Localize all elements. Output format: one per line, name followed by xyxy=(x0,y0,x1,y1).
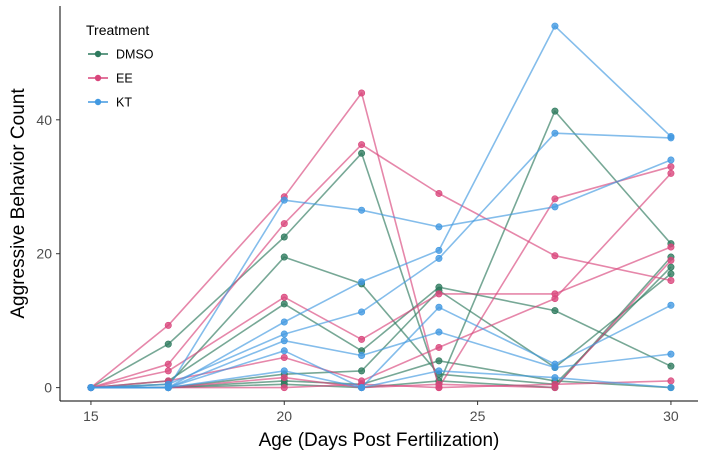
legend: Treatment DMSO EE KT xyxy=(86,22,154,110)
x-tick-label: 30 xyxy=(663,408,679,424)
data-point xyxy=(551,374,559,382)
data-point xyxy=(667,263,675,271)
data-point xyxy=(164,384,172,392)
x-tick-label: 15 xyxy=(83,408,99,424)
series-line xyxy=(90,25,672,389)
data-point xyxy=(280,233,288,241)
data-point xyxy=(551,107,559,115)
legend-item-dmso: DMSO xyxy=(88,48,154,62)
y-axis-title: Aggressive Behavior Count xyxy=(8,88,29,319)
legend-label: KT xyxy=(116,96,132,110)
series-line xyxy=(90,273,672,389)
legend-swatch-point xyxy=(94,98,102,106)
legend-item-ee: EE xyxy=(88,72,133,86)
data-point xyxy=(164,367,172,375)
data-point xyxy=(280,337,288,345)
data-point xyxy=(280,384,288,392)
data-point xyxy=(280,318,288,326)
data-point xyxy=(551,252,559,260)
series-ee-11 xyxy=(87,256,675,392)
legend-item-kt: KT xyxy=(88,96,132,110)
data-point xyxy=(280,353,288,361)
legend-label: EE xyxy=(116,72,133,86)
legend-title: Treatment xyxy=(86,22,149,38)
data-point xyxy=(435,223,443,231)
data-point xyxy=(435,357,443,365)
y-tick-label: 40 xyxy=(36,112,52,128)
data-point xyxy=(551,22,559,30)
data-point xyxy=(551,203,559,211)
data-point xyxy=(280,293,288,301)
data-point xyxy=(435,367,443,375)
x-axis-title: Age (Days Post Fertilization) xyxy=(259,430,500,451)
data-point xyxy=(164,360,172,368)
data-point xyxy=(358,141,366,149)
series-kt-15 xyxy=(87,301,675,392)
series-ee-7 xyxy=(87,141,675,392)
data-point xyxy=(435,303,443,311)
data-point xyxy=(551,295,559,303)
series-line xyxy=(90,110,672,389)
data-point xyxy=(164,340,172,348)
data-point xyxy=(667,243,675,251)
ticks: 15 20 25 30 0 20 40 xyxy=(36,112,679,424)
data-point xyxy=(435,290,443,298)
x-tick-label: 20 xyxy=(276,408,292,424)
data-point xyxy=(667,350,675,358)
data-point xyxy=(435,189,443,197)
data-point xyxy=(667,362,675,370)
data-point xyxy=(667,270,675,278)
data-point xyxy=(280,374,288,382)
data-point xyxy=(358,367,366,375)
data-point xyxy=(358,335,366,343)
series-layer xyxy=(87,22,675,392)
data-point xyxy=(358,278,366,286)
series-kt-17 xyxy=(87,367,675,392)
data-point xyxy=(551,307,559,315)
data-point xyxy=(435,328,443,336)
data-point xyxy=(280,367,288,375)
data-point xyxy=(358,149,366,157)
data-point xyxy=(435,246,443,254)
data-point xyxy=(667,301,675,309)
legend-label: DMSO xyxy=(116,48,154,62)
y-tick-label: 20 xyxy=(36,246,52,262)
y-tick-label: 0 xyxy=(44,380,52,396)
legend-swatch-point xyxy=(94,74,102,82)
data-point xyxy=(667,256,675,264)
data-point xyxy=(551,384,559,392)
data-point xyxy=(358,308,366,316)
data-point xyxy=(667,169,675,177)
data-point xyxy=(280,220,288,228)
data-point xyxy=(280,253,288,261)
data-point xyxy=(164,321,172,329)
data-point xyxy=(87,384,95,392)
data-point xyxy=(667,156,675,164)
data-point xyxy=(551,364,559,372)
data-point xyxy=(435,343,443,351)
data-point xyxy=(280,330,288,338)
data-point xyxy=(435,254,443,262)
data-point xyxy=(280,300,288,308)
data-point xyxy=(280,347,288,355)
axes xyxy=(59,6,698,402)
data-point xyxy=(667,134,675,142)
data-point xyxy=(667,276,675,284)
data-point xyxy=(551,195,559,203)
data-point xyxy=(667,377,675,385)
x-tick-label: 25 xyxy=(470,408,486,424)
data-point xyxy=(667,163,675,171)
data-point xyxy=(667,384,675,392)
data-point xyxy=(358,384,366,392)
data-point xyxy=(435,380,443,388)
legend-swatch-point xyxy=(94,50,102,58)
data-point xyxy=(280,196,288,204)
data-point xyxy=(358,351,366,359)
data-point xyxy=(358,89,366,97)
data-point xyxy=(358,206,366,214)
data-point xyxy=(551,129,559,137)
